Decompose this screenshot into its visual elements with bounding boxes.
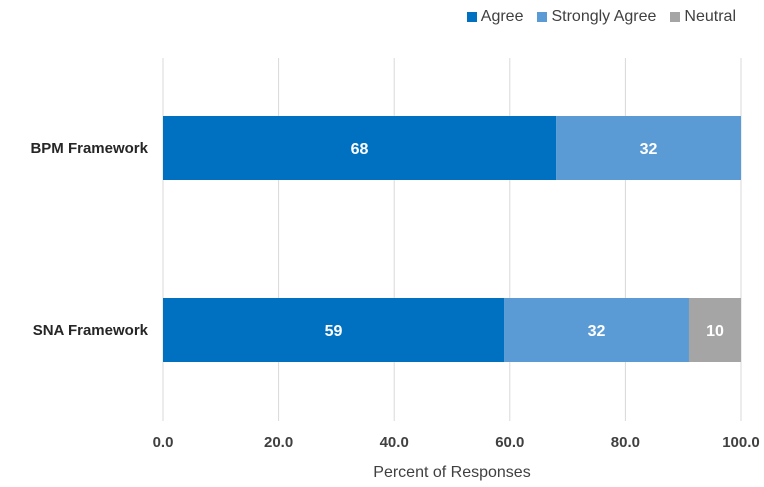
legend-item-neutral: Neutral xyxy=(670,8,736,26)
x-tick-label: 100.0 xyxy=(722,434,760,451)
data-label: 68 xyxy=(351,141,369,158)
data-label: 10 xyxy=(706,323,724,340)
legend-label-neutral: Neutral xyxy=(684,8,736,25)
legend-item-strongly-agree: Strongly Agree xyxy=(537,8,656,26)
legend-swatch-neutral xyxy=(670,12,681,22)
legend: Agree Strongly Agree Neutral xyxy=(466,8,736,26)
category-label: BPM Framework xyxy=(30,140,148,157)
legend-item-agree: Agree xyxy=(466,8,524,26)
data-label: 59 xyxy=(325,323,343,340)
bar-segment xyxy=(163,116,557,180)
x-tick-label: 20.0 xyxy=(264,434,293,451)
data-label: 32 xyxy=(640,141,658,158)
category-label: SNA Framework xyxy=(33,322,149,339)
x-tick-label: 40.0 xyxy=(380,434,409,451)
data-label: 32 xyxy=(588,323,606,340)
legend-swatch-agree xyxy=(466,12,477,22)
x-tick-label: 0.0 xyxy=(153,434,174,451)
legend-label-agree: Agree xyxy=(480,8,524,25)
bar-segment xyxy=(556,116,741,180)
legend-swatch-strongly-agree xyxy=(537,12,548,22)
x-tick-label: 80.0 xyxy=(611,434,640,451)
x-axis-title: Percent of Responses xyxy=(373,464,530,481)
legend-label-strongly-agree: Strongly Agree xyxy=(551,8,657,25)
bar-segment xyxy=(504,298,689,362)
x-tick-label: 60.0 xyxy=(495,434,524,451)
bar-segment xyxy=(688,298,741,362)
bar-segment xyxy=(163,298,505,362)
